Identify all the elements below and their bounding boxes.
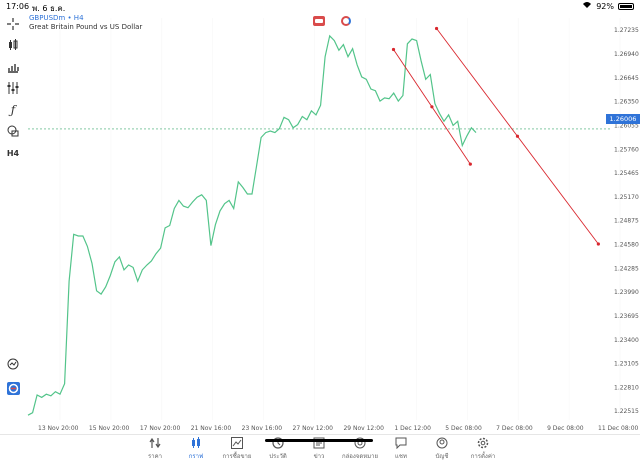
trendline-handle[interactable] <box>430 105 434 109</box>
trade-icon <box>231 437 243 449</box>
tab-label: ข่าว <box>313 453 325 460</box>
chart-grid <box>59 18 621 420</box>
y-tick-label: 1.26350 <box>614 99 639 106</box>
y-tick-label: 1.26055 <box>614 122 639 129</box>
y-tick-label: 1.27235 <box>614 27 639 34</box>
symbol-title[interactable]: GBPUSDm • H4 <box>29 14 84 22</box>
y-tick-label: 1.24580 <box>614 242 639 249</box>
x-axis-labels: 13 Nov 20:00 15 Nov 20:00 17 Nov 20:00 21 N… <box>38 425 639 432</box>
tab-label: ประวัติ <box>269 453 287 460</box>
trendline-handle[interactable] <box>434 26 439 31</box>
symbol-description: Great Britain Pound vs US Dollar <box>29 23 143 31</box>
x-tick-label: 5 Dec 08:00 <box>445 425 482 432</box>
settings-icon <box>477 437 489 449</box>
y-tick-label: 1.23695 <box>614 313 639 320</box>
y-tick-label: 1.22515 <box>614 408 639 415</box>
x-tick-label: 9 Dec 08:00 <box>547 425 584 432</box>
timeframe-label[interactable]: H4 <box>6 148 20 158</box>
x-tick-label: 15 Nov 20:00 <box>89 425 130 432</box>
y-tick-label: 1.23400 <box>614 337 639 344</box>
battery-icon <box>618 2 634 10</box>
candles-icon[interactable] <box>6 38 20 52</box>
status-bar: 17:06 พ. 6 ธ.ค. 92% <box>0 0 640 14</box>
tab-label: แชท <box>395 453 407 460</box>
x-tick-label: 21 Nov 16:00 <box>191 425 232 432</box>
trade-buttons <box>313 16 351 26</box>
y-tick-label: 1.25760 <box>614 146 639 153</box>
y-tick-label: 1.22810 <box>614 384 639 391</box>
tab-label: ราคา <box>148 453 162 460</box>
tab-settings[interactable]: การตั้งค่า <box>461 437 505 461</box>
price-series-line <box>27 34 477 416</box>
x-tick-label: 27 Nov 12:00 <box>293 425 334 432</box>
zoom-icon[interactable] <box>6 357 20 371</box>
price-chart[interactable]: 1.27235 1.26940 1.26645 1.26350 1.26055 1.257… <box>0 0 640 434</box>
bars-icon[interactable] <box>6 60 20 74</box>
status-time: 17:06 <box>6 2 30 11</box>
tab-label: บัญชี <box>435 453 449 460</box>
y-tick-label: 1.23105 <box>614 361 639 368</box>
chart-icon <box>192 437 200 448</box>
x-tick-label: 7 Dec 08:00 <box>496 425 533 432</box>
trendline-handle[interactable] <box>468 162 472 166</box>
y-tick-label: 1.24285 <box>614 265 639 272</box>
tab-quotes[interactable]: ราคา <box>133 437 177 461</box>
wifi-icon <box>582 1 592 11</box>
trendline-handle[interactable] <box>391 47 396 52</box>
x-tick-label: 13 Nov 20:00 <box>38 425 79 432</box>
y-axis-labels: 1.27235 1.26940 1.26645 1.26350 1.26055 1.257… <box>614 27 639 415</box>
tab-label: การซื้อขาย <box>222 453 252 460</box>
trendlines <box>391 26 600 246</box>
status-date: พ. 6 ธ.ค. <box>32 4 66 13</box>
one-click-icon[interactable] <box>6 381 20 395</box>
x-tick-label: 11 Dec 08:00 <box>598 425 639 432</box>
tab-trade[interactable]: การซื้อขาย <box>215 437 259 461</box>
tab-chart[interactable]: กราฟ <box>174 437 218 461</box>
y-tick-label: 1.23990 <box>614 289 639 296</box>
account-icon <box>436 437 448 449</box>
function-icon[interactable]: ƒ <box>10 103 16 117</box>
one-click-trading-icon[interactable] <box>313 16 325 26</box>
tab-label: กราฟ <box>188 453 204 460</box>
crosshair-icon[interactable] <box>6 17 20 31</box>
tab-chat[interactable]: แชท <box>379 437 423 461</box>
y-tick-label: 1.26940 <box>614 51 639 58</box>
trendline-handle[interactable] <box>515 134 520 138</box>
x-tick-label: 17 Nov 20:00 <box>140 425 181 432</box>
indicators-icon[interactable] <box>6 81 20 95</box>
current-price-badge: 1.26006 <box>606 114 640 124</box>
status-right: 92% <box>582 1 634 11</box>
trendline-handle[interactable] <box>596 242 600 246</box>
chat-icon <box>395 437 407 449</box>
quotes-icon <box>149 437 161 449</box>
home-indicator <box>265 439 373 442</box>
y-tick-label: 1.24875 <box>614 218 639 225</box>
battery-percent: 92% <box>596 1 614 11</box>
y-tick-label: 1.25465 <box>614 170 639 177</box>
x-tick-label: 29 Nov 12:00 <box>343 425 384 432</box>
x-tick-label: 23 Nov 16:00 <box>242 425 283 432</box>
tab-label: กล่องจดหมาย <box>341 453 379 460</box>
tab-account[interactable]: บัญชี <box>420 437 464 461</box>
y-tick-label: 1.26645 <box>614 75 639 82</box>
account-switch-icon[interactable] <box>341 16 351 26</box>
y-tick-label: 1.25170 <box>614 194 639 201</box>
tab-label: การตั้งค่า <box>470 453 496 460</box>
x-tick-label: 1 Dec 12:00 <box>394 425 431 432</box>
objects-icon[interactable] <box>6 124 20 138</box>
